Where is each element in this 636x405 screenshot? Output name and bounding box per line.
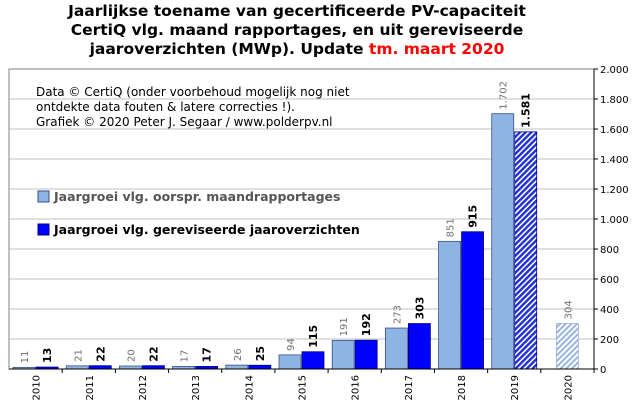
label-original-2014: 26 <box>233 348 244 361</box>
title-line-1: Jaarlijkse toename van gecertificeerde P… <box>68 2 526 20</box>
bar-revised-2017 <box>407 323 431 370</box>
label-original-2012: 20 <box>126 349 137 362</box>
bar-revised-2016 <box>354 339 378 370</box>
label-original-2010: 11 <box>20 351 31 364</box>
label-original-2018: 851 <box>446 218 457 237</box>
label-original-2020: 304 <box>563 300 574 319</box>
ytick-label-600: 600 <box>600 275 619 286</box>
label-revised-2019: 1.581 <box>520 93 533 128</box>
xtick-label-2011: 2011 <box>85 375 96 400</box>
legend-label-revised: Jaargroei vlg. gereviseerde jaaroverzich… <box>53 222 360 237</box>
bar-revised-2018 <box>461 231 484 370</box>
ytick-label-800: 800 <box>600 245 619 256</box>
title-line-3: jaaroverzichten (MWp). Update tm. maart … <box>0 40 594 59</box>
label-revised-2017: 303 <box>413 297 426 320</box>
x-axis: 2010 2011 2012 2013 2014 2015 2016 2017 2018 2019… <box>9 368 595 400</box>
xtick-label-2017: 2017 <box>404 375 415 400</box>
label-original-2019: 1.702 <box>499 81 510 110</box>
ytick-label-1800: 1.800 <box>600 95 629 106</box>
xtick-label-2014: 2014 <box>244 375 255 400</box>
ytick-label-1600: 1.600 <box>600 125 629 136</box>
ytick-label-400: 400 <box>600 305 619 316</box>
note-line-3: Grafiek © 2020 Peter J. Segaar / www.pol… <box>36 115 333 129</box>
bar-original-2017 <box>384 327 408 370</box>
xtick-label-2019: 2019 <box>510 375 521 400</box>
note-line-1: Data © CertiQ (onder voorbehoud mogelijk… <box>36 85 350 99</box>
ytick-label-0: 0 <box>600 365 606 376</box>
bars <box>12 113 579 370</box>
bar-original-2019 <box>491 113 515 370</box>
xtick-label-2012: 2012 <box>138 375 149 400</box>
y-axis: 0 200 400 600 800 1.000 1.200 1.400 1.600 1.800 2.… <box>593 65 629 376</box>
ytick-label-200: 200 <box>600 335 619 346</box>
bar-original-2018 <box>438 240 461 370</box>
label-revised-2010: 13 <box>41 348 54 363</box>
label-original-2013: 17 <box>180 350 191 363</box>
legend-swatch-revised <box>37 223 50 236</box>
xtick-label-2016: 2016 <box>351 375 362 400</box>
note-line-2: ontdekte data fouten & latere correcties… <box>36 100 295 114</box>
label-revised-2016: 192 <box>360 313 373 336</box>
ytick-label-2000: 2.000 <box>600 65 629 76</box>
title-update-highlight: tm. maart 2020 <box>368 40 505 58</box>
data-notes: Data © CertiQ (onder voorbehoud mogelijk… <box>36 85 350 129</box>
xtick-label-2010: 2010 <box>32 375 43 400</box>
ytick-label-1000: 1.000 <box>600 215 629 226</box>
bar-original-2015 <box>278 354 302 370</box>
legend-label-original: Jaargroei vlg. oorspr. maandrapportages <box>53 189 340 204</box>
label-revised-2012: 22 <box>147 346 160 361</box>
bar-revised-2014 <box>248 364 272 370</box>
xtick-label-2013: 2013 <box>191 375 202 400</box>
bar-original-2016 <box>331 339 355 370</box>
label-original-2016: 191 <box>339 317 350 336</box>
label-revised-2014: 25 <box>254 346 267 361</box>
legend-swatch-original <box>37 190 50 203</box>
bar-revised-2019 <box>514 131 538 370</box>
title-line-2: CertiQ vlg. maand rapportages, en uit ge… <box>70 21 524 39</box>
bar-revised-2015 <box>301 351 325 370</box>
label-original-2011: 21 <box>73 349 84 362</box>
ytick-label-1200: 1.200 <box>600 185 629 196</box>
chart-title: Jaarlijkse toename van gecertificeerde P… <box>0 2 594 59</box>
label-original-2015: 94 <box>286 338 297 351</box>
bar-original-2014 <box>225 364 249 370</box>
legend: Jaargroei vlg. oorspr. maandrapportages … <box>37 189 360 237</box>
label-revised-2018: 915 <box>467 205 480 228</box>
xtick-label-2015: 2015 <box>298 375 309 400</box>
label-revised-2011: 22 <box>94 346 107 361</box>
xtick-label-2018: 2018 <box>457 375 468 400</box>
label-revised-2015: 115 <box>307 325 320 348</box>
title-line-3-prefix: jaaroverzichten (MWp). Update <box>89 40 369 58</box>
label-original-2017: 273 <box>392 305 403 324</box>
bar-original-2020 <box>556 322 579 370</box>
data-labels: 11 13 21 22 20 22 17 17 26 25 94 115 191 192 273 303 851… <box>20 81 574 363</box>
label-revised-2013: 17 <box>201 347 214 362</box>
ytick-label-1400: 1.400 <box>600 155 629 166</box>
xtick-label-2020: 2020 <box>563 375 574 400</box>
